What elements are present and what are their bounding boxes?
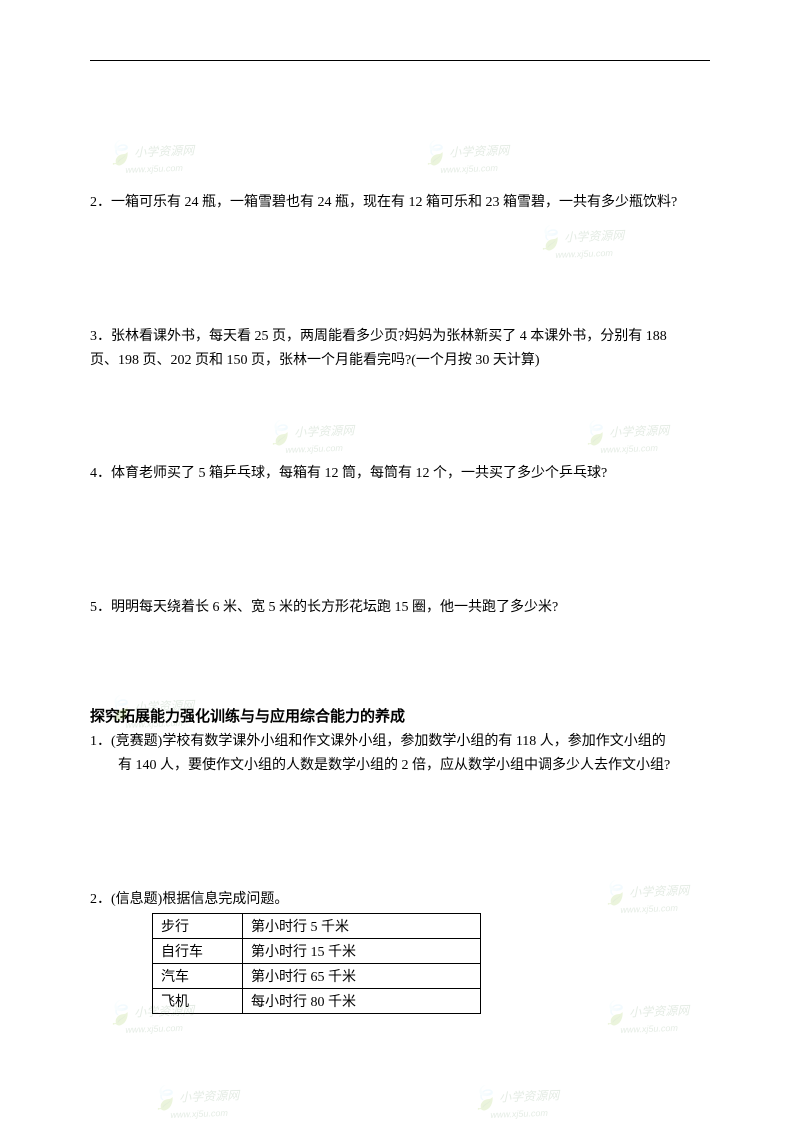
table-row: 步行第小时行 5 千米 xyxy=(153,914,481,939)
section-title: 探究拓展能力强化训练与与应用综合能力的养成 xyxy=(90,705,710,726)
question-2: 2．一箱可乐有 24 瓶，一箱雪碧也有 24 瓶，现在有 12 箱可乐和 23 … xyxy=(90,191,710,215)
table-row: 自行车第小时行 15 千米 xyxy=(153,939,481,964)
question-3-line2: 页、198 页、202 页和 150 页，张林一个月能看完吗?(一个月按 30 … xyxy=(90,353,540,368)
table-cell-mode: 飞机 xyxy=(153,989,243,1014)
table-cell-speed: 每小时行 80 千米 xyxy=(243,989,481,1014)
table-cell-speed: 第小时行 65 千米 xyxy=(243,964,481,989)
page-container: 2．一箱可乐有 24 瓶，一箱雪碧也有 24 瓶，现在有 12 箱可乐和 23 … xyxy=(0,0,800,1132)
question-5-text: 5．明明每天绕着长 6 米、宽 5 米的长方形花坛跑 15 圈，他一共跑了多少米… xyxy=(90,600,558,615)
top-rule xyxy=(90,60,710,61)
sub-question-1: 1．(竞赛题)学校有数学课外小组和作文课外小组，参加数学小组的有 118 人，参… xyxy=(90,730,710,778)
sub-question-1-line2: 有 140 人，要使作文小组的人数是数学小组的 2 倍，应从数学小组中调多少人去… xyxy=(90,758,670,773)
info-table-body: 步行第小时行 5 千米自行车第小时行 15 千米汽车第小时行 65 千米飞机每小… xyxy=(153,914,481,1014)
table-cell-speed: 第小时行 15 千米 xyxy=(243,939,481,964)
question-3: 3．张林看课外书，每天看 25 页，两周能看多少页?妈妈为张林新买了 4 本课外… xyxy=(90,325,710,373)
sub-question-2: 2．(信息题)根据信息完成问题。 xyxy=(90,888,710,912)
question-5: 5．明明每天绕着长 6 米、宽 5 米的长方形花坛跑 15 圈，他一共跑了多少米… xyxy=(90,596,710,620)
sub-question-1-line1: 1．(竞赛题)学校有数学课外小组和作文课外小组，参加数学小组的有 118 人，参… xyxy=(90,734,666,749)
table-cell-speed: 第小时行 5 千米 xyxy=(243,914,481,939)
table-cell-mode: 步行 xyxy=(153,914,243,939)
question-4: 4．体育老师买了 5 箱乒乓球，每箱有 12 筒，每筒有 12 个，一共买了多少… xyxy=(90,462,710,486)
table-row: 汽车第小时行 65 千米 xyxy=(153,964,481,989)
question-3-line1: 3．张林看课外书，每天看 25 页，两周能看多少页?妈妈为张林新买了 4 本课外… xyxy=(90,329,667,344)
table-cell-mode: 自行车 xyxy=(153,939,243,964)
info-table: 步行第小时行 5 千米自行车第小时行 15 千米汽车第小时行 65 千米飞机每小… xyxy=(152,913,481,1014)
question-4-text: 4．体育老师买了 5 箱乒乓球，每箱有 12 筒，每筒有 12 个，一共买了多少… xyxy=(90,466,607,481)
table-row: 飞机每小时行 80 千米 xyxy=(153,989,481,1014)
question-2-text: 2．一箱可乐有 24 瓶，一箱雪碧也有 24 瓶，现在有 12 箱可乐和 23 … xyxy=(90,195,677,210)
table-cell-mode: 汽车 xyxy=(153,964,243,989)
